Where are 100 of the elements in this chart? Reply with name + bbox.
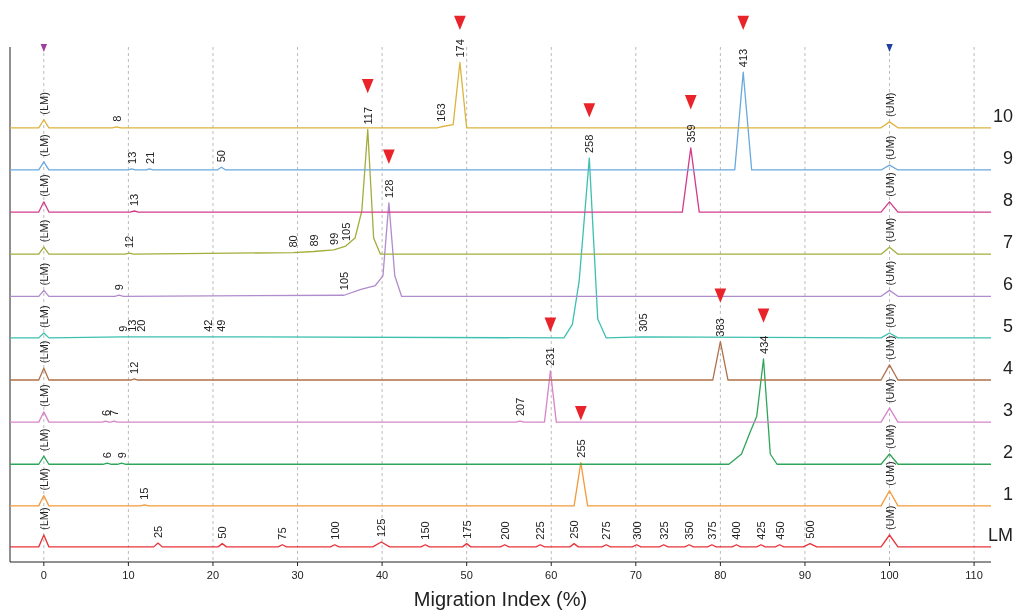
annotation: 125 [375,518,388,538]
annotation: (LM) [37,262,50,286]
x-tick-label: 10 [122,569,135,581]
annotation: 42 [201,319,214,332]
x-tick-label: 40 [375,569,389,581]
annotation: (LM) [37,92,50,115]
annotation: 75 [276,527,289,540]
annotation: 21 [143,151,156,164]
annotation: 500 [804,520,817,539]
annotation: 9 [117,325,130,332]
annotation: 6 [101,452,114,459]
annotation: 425 [754,521,767,540]
annotation: 8 [110,115,123,122]
annotation: (LM) [37,467,50,491]
annotation: (UM) [883,424,896,449]
point [574,406,587,421]
annotation: 105 [339,222,352,242]
annotation: 250 [568,520,581,539]
annotation: 49 [215,319,228,332]
annotation: 12 [128,361,141,374]
point [40,43,48,52]
annotation: (UM) [883,505,896,530]
x-tick-label: 90 [798,569,812,581]
annotation: (UM) [883,303,896,329]
annotation: 200 [498,521,511,540]
annotation: (LM) [37,384,50,407]
annotation: 13 [128,193,141,206]
series-label: 5 [1002,315,1013,336]
annotation: 350 [683,521,696,540]
annotation: 25 [152,525,164,539]
point [757,308,770,323]
x-tick-label: 60 [545,569,558,581]
point [361,78,374,94]
annotation: 50 [215,150,228,163]
annotation: 450 [773,521,786,540]
point [684,95,697,110]
annotation: 325 [657,521,670,540]
annotation: 375 [705,521,718,540]
annotation: 231 [544,347,557,366]
x-tick-label: 80 [714,569,727,581]
annotation: (LM) [37,219,50,243]
annotation: 163 [435,103,448,122]
annotation: 15 [138,487,151,500]
x-tick-label: 20 [206,569,220,581]
annotation: (UM) [883,260,896,286]
annotation: 174 [453,39,466,58]
series-label: 10 [992,105,1013,126]
annotation: 9 [115,452,128,459]
annotation: (LM) [37,428,50,452]
annotation: (LM) [37,507,50,530]
annotation: 225 [534,521,547,540]
series-label: 9 [1002,147,1013,168]
annotation: (UM) [883,172,896,197]
annotation: (LM) [37,340,50,364]
annotation: 9 [113,284,126,291]
annotation: 413 [737,48,750,68]
annotation: 99 [327,232,340,245]
x-tick-label: 100 [880,569,899,581]
annotation: 20 [135,319,148,332]
series-label: 6 [1002,274,1013,295]
annotation: 275 [600,521,613,540]
series-label: 8 [1002,190,1013,211]
annotation: (UM) [883,378,896,404]
annotation: 258 [583,134,596,154]
annotation: 50 [216,526,229,539]
annotation: (LM) [37,305,50,329]
x-tick-label: 30 [291,569,304,581]
annotation: 359 [684,124,697,143]
annotation: 105 [338,271,351,291]
annotation: (UM) [883,92,896,117]
series-label: 2 [1002,442,1013,463]
point [383,149,395,165]
series-label: 7 [1002,232,1013,253]
series-label: LM [987,524,1013,545]
annotation: 383 [714,318,727,337]
x-tick-label: 70 [629,569,642,581]
annotation: 434 [757,335,770,354]
annotation: 150 [419,521,432,540]
series-label: 1 [1002,483,1013,504]
x-tick-label: 110 [965,569,983,581]
annotation: 89 [307,234,320,247]
annotation: 80 [287,235,300,248]
point [583,103,596,118]
annotation: 13 [125,151,138,164]
annotation: 128 [382,179,395,198]
point [544,317,557,332]
annotation: 400 [730,521,743,540]
point [714,288,727,303]
x-tick-label: 0 [40,569,47,581]
annotation: (LM) [37,134,50,157]
x-axis-title: Migration Index (%) [413,588,588,610]
annotation: (UM) [883,217,896,243]
point [886,43,893,52]
annotation: 255 [574,439,587,458]
annotation: 117 [361,106,374,125]
series-label: 3 [1002,400,1013,421]
annotation: 12 [123,235,136,249]
annotation: (UM) [883,461,896,486]
annotation: 207 [513,397,526,417]
annotation: 300 [630,521,643,540]
